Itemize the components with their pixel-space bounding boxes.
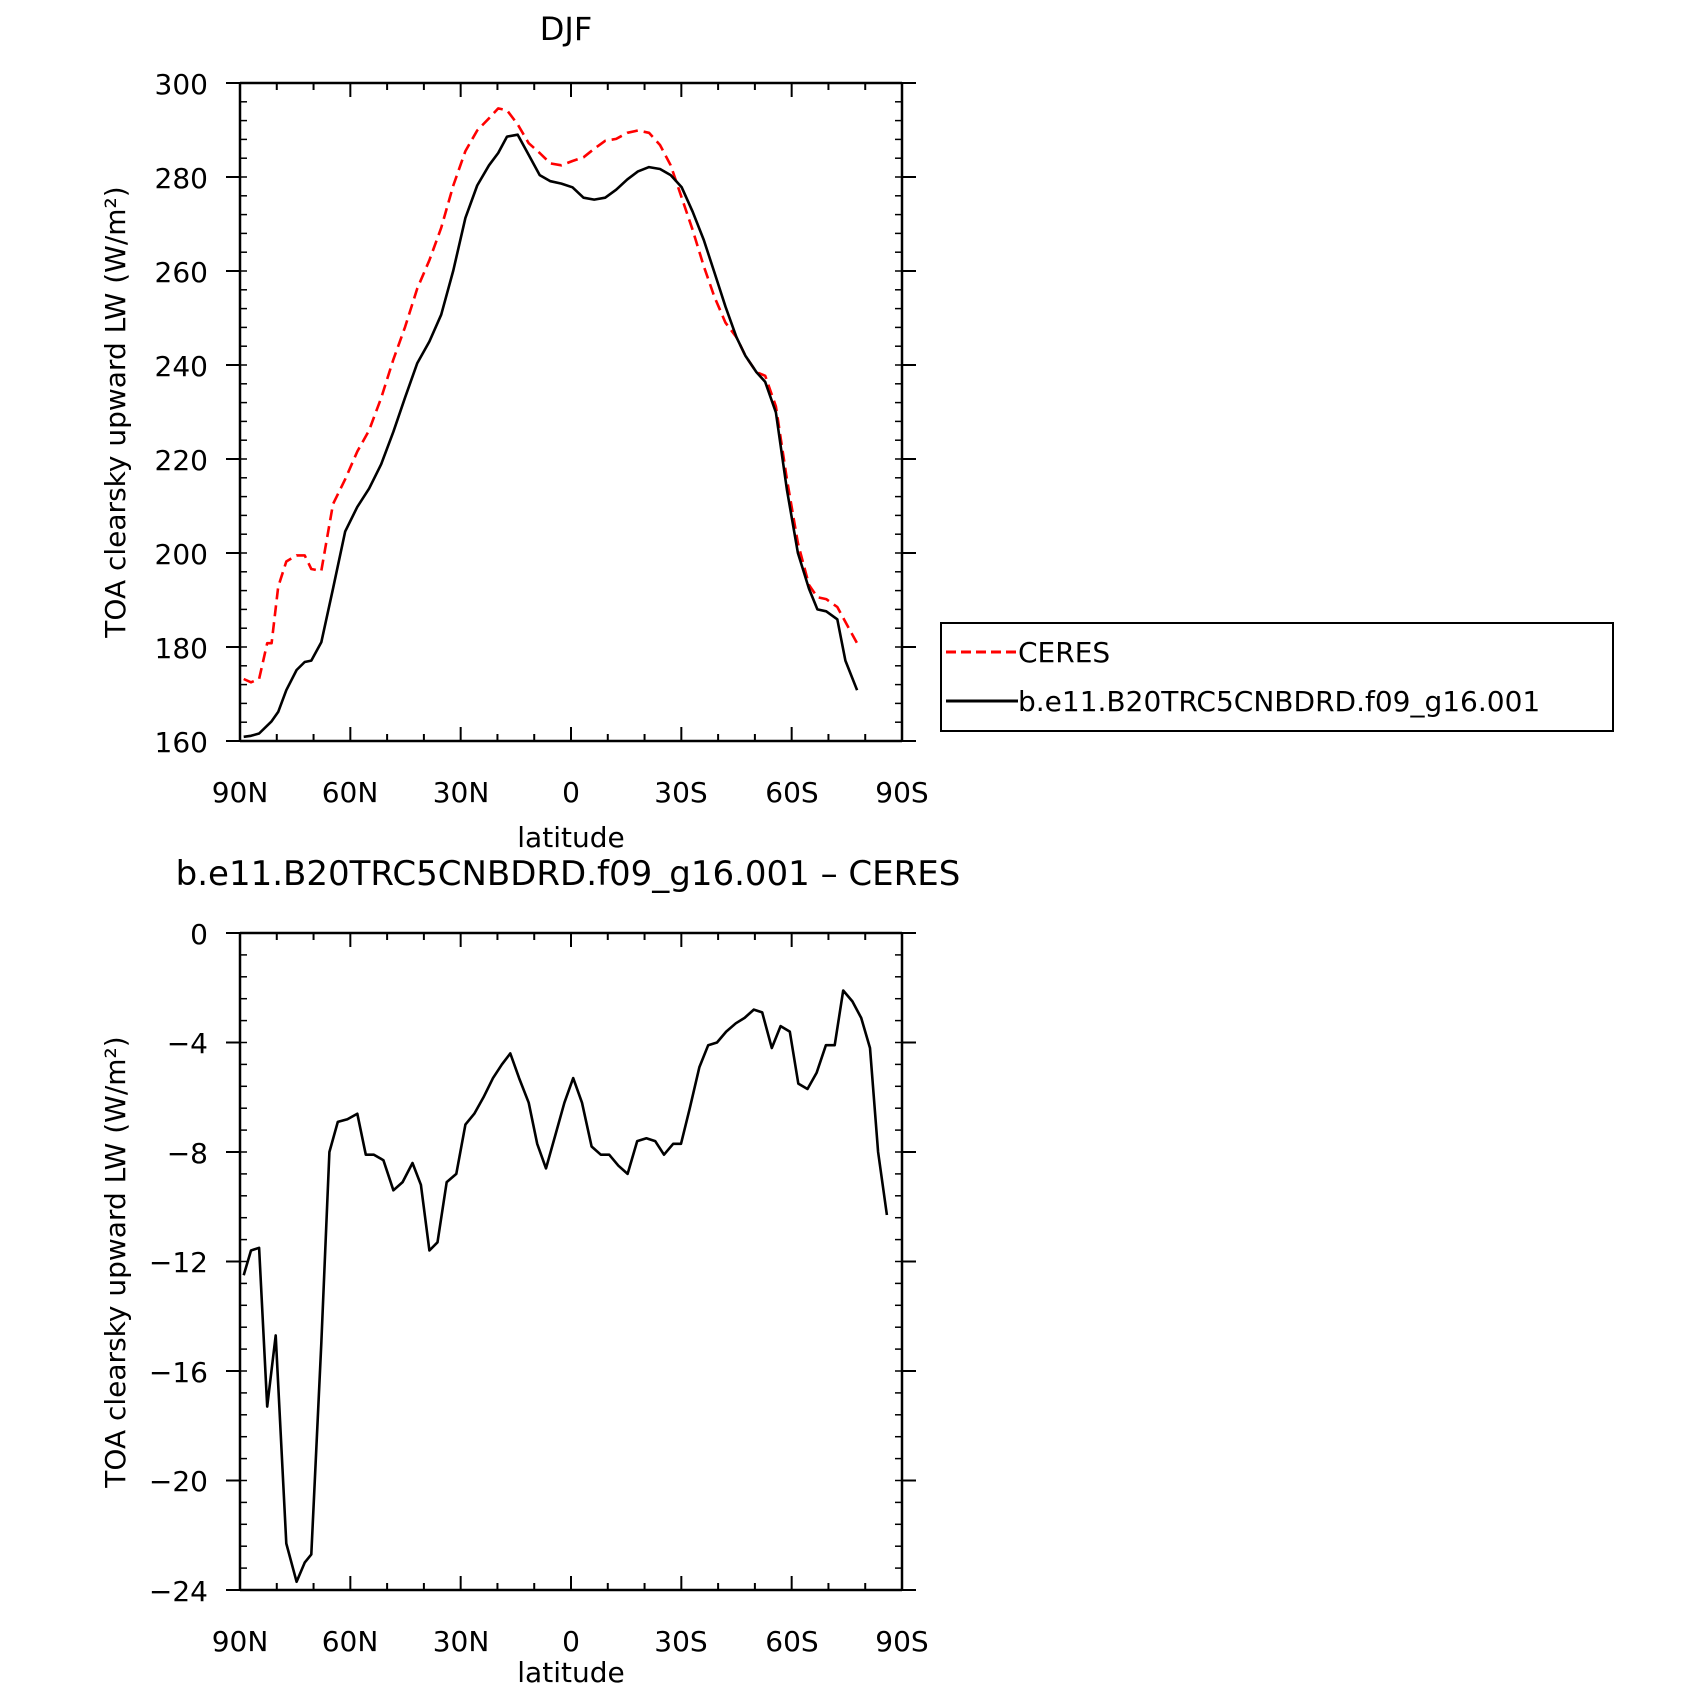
- bottom-title: b.e11.B20TRC5CNBDRD.f09_g16.001 – CERES: [176, 854, 961, 894]
- top-ytick-label: 220: [155, 444, 208, 477]
- bottom-xtick-label: 90N: [212, 1625, 269, 1658]
- top-xtick-label: 90S: [875, 776, 928, 809]
- bottom-ytick-label: −24: [149, 1575, 208, 1608]
- top-plot: [226, 81, 916, 743]
- top-xtick-label: 90N: [212, 776, 269, 809]
- bottom-ytick-labels: 0 −4 −8 −12 −16 −20 −24: [149, 918, 208, 1608]
- bottom-ytick-label: 0: [190, 918, 208, 951]
- bottom-xtick-label: 90S: [875, 1625, 928, 1658]
- top-xtick-label: 60S: [765, 776, 818, 809]
- bottom-ticks: [226, 932, 916, 1591]
- top-ytick-label: 180: [155, 632, 208, 665]
- bottom-ytick-label: −8: [167, 1137, 208, 1170]
- legend-label-model: b.e11.B20TRC5CNBDRD.f09_g16.001: [1018, 685, 1540, 718]
- bottom-ylabel: TOA clearsky upward LW (W/m²): [99, 1036, 132, 1488]
- bottom-xlabel: latitude: [517, 1656, 624, 1685]
- top-ytick-labels: 300 280 260 240 220 200 180 160: [155, 68, 208, 759]
- top-xtick-labels: 90N 60N 30N 0 30S 60S 90S: [212, 776, 929, 809]
- bottom-ytick-label: −20: [149, 1465, 208, 1498]
- top-xlabel: latitude: [517, 821, 624, 854]
- legend-box: [940, 622, 1614, 732]
- bottom-xtick-label: 60N: [322, 1625, 379, 1658]
- top-series-line-0: [243, 107, 859, 684]
- bottom-series-line-0: [242, 989, 889, 1584]
- top-title: DJF: [540, 10, 592, 48]
- top-ytick-label: 200: [155, 538, 208, 571]
- legend-label-ceres: CERES: [1018, 636, 1110, 669]
- bottom-xtick-label: 0: [562, 1625, 580, 1658]
- bottom-ytick-label: −4: [167, 1027, 208, 1060]
- bottom-plot: [226, 931, 916, 1592]
- top-series: [243, 107, 859, 739]
- top-panel: DJF 300 280 260 240 220 200 180 160 90N …: [99, 10, 1614, 854]
- top-ytick-label: 240: [155, 350, 208, 383]
- bottom-panel: b.e11.B20TRC5CNBDRD.f09_g16.001 – CERES …: [99, 854, 960, 1685]
- legend: CERES b.e11.B20TRC5CNBDRD.f09_g16.001: [940, 622, 1614, 732]
- top-xtick-label: 30N: [433, 776, 490, 809]
- top-ytick-label: 260: [155, 256, 208, 289]
- top-ylabel: TOA clearsky upward LW (W/m²): [99, 186, 132, 638]
- bottom-xtick-labels: 90N 60N 30N 0 30S 60S 90S: [212, 1625, 929, 1658]
- top-series-line-1: [243, 133, 859, 739]
- bottom-series: [242, 989, 889, 1584]
- bottom-ytick-label: −16: [149, 1356, 208, 1389]
- top-ytick-label: 280: [155, 162, 208, 195]
- top-ticks: [226, 82, 916, 742]
- bottom-xtick-label: 30S: [654, 1625, 707, 1658]
- top-xtick-label: 60N: [322, 776, 379, 809]
- bottom-ytick-label: −12: [149, 1246, 208, 1279]
- top-xtick-label: 0: [562, 776, 580, 809]
- top-xtick-label: 30S: [654, 776, 707, 809]
- bottom-xtick-label: 60S: [765, 1625, 818, 1658]
- bottom-xtick-label: 30N: [433, 1625, 490, 1658]
- top-ytick-label: 300: [155, 68, 208, 101]
- top-ytick-label: 160: [155, 726, 208, 759]
